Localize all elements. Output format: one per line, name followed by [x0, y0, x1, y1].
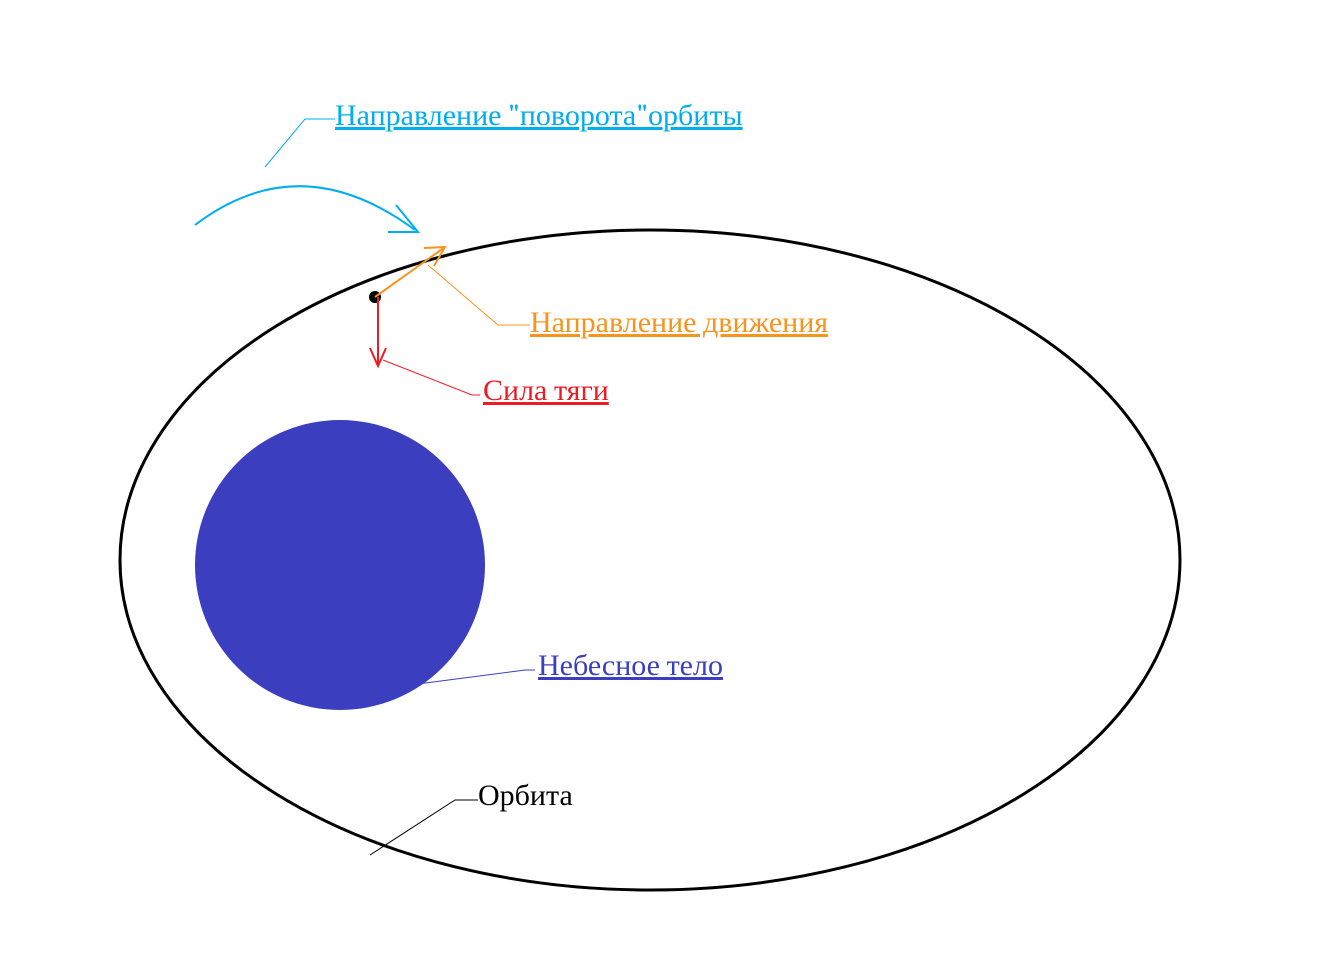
- label-body: Небесное тело: [538, 648, 723, 683]
- leader-motion: [428, 265, 530, 325]
- label-rotation: Направление "поворота"орбиты: [335, 98, 743, 133]
- motion-arrow: [375, 247, 445, 297]
- label-gravity: Сила тяги: [483, 373, 609, 408]
- label-motion: Направление движения: [530, 305, 828, 340]
- celestial-body: [195, 420, 485, 710]
- leader-gravity: [383, 360, 480, 395]
- leader-rotation: [265, 119, 335, 167]
- label-orbit: Орбита: [478, 778, 573, 813]
- rotation-arc: [195, 186, 415, 230]
- diagram-svg: [0, 0, 1329, 953]
- orbital-diagram: Направление "поворота"орбиты Направление…: [0, 0, 1329, 953]
- rotation-arc-head: [388, 205, 418, 232]
